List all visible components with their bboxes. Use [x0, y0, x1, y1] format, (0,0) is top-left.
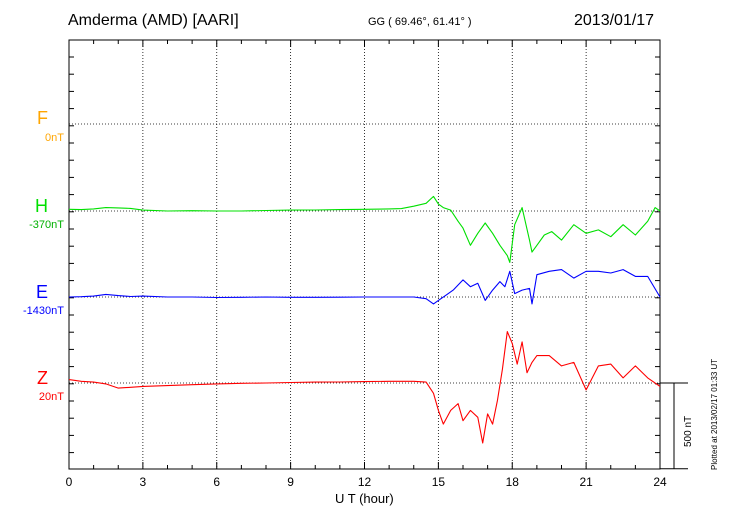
baseline-label-z: 20nT	[38, 391, 64, 403]
x-tick-label-0: 0	[66, 475, 73, 489]
component-label-h: H	[35, 196, 48, 216]
series-line-e	[68, 269, 661, 305]
plot-date: 2013/01/17	[574, 12, 655, 29]
x-axis-ticks: 0 3 6 9 12 15 18 21 24	[66, 40, 667, 489]
component-label-f: F	[37, 108, 48, 128]
baseline-label-f: 0nT	[45, 132, 64, 144]
plot-border	[68, 39, 661, 470]
scale-bar-label: 500 nT	[683, 415, 694, 447]
plot-frame	[68, 39, 661, 470]
baseline-label-e: -1430nT	[23, 305, 64, 317]
x-tick-label-18: 18	[506, 475, 520, 489]
x-tick-label-15: 15	[432, 475, 446, 489]
x-tick-label-3: 3	[140, 475, 147, 489]
series-line-z	[68, 331, 661, 444]
geographic-coords: GG ( 69.46°, 61.41° )	[368, 16, 472, 28]
x-tick-label-6: 6	[213, 475, 220, 489]
series-lines	[68, 195, 661, 444]
component-label-z: Z	[37, 368, 48, 388]
plotted-timestamp: Plotted at 2013/02/17 01:33 UT	[710, 358, 719, 470]
series-line-h	[68, 195, 661, 263]
x-tick-label-21: 21	[579, 475, 593, 489]
baseline-label-h: -370nT	[29, 219, 64, 231]
x-tick-label-9: 9	[287, 475, 294, 489]
station-title: Amderma (AMD) [AARI]	[68, 12, 239, 29]
x-axis-label: U T (hour)	[335, 491, 394, 506]
x-tick-label-12: 12	[358, 475, 372, 489]
grid-lines	[69, 40, 660, 469]
scale-bar	[660, 382, 688, 470]
component-label-e: E	[35, 282, 48, 302]
x-tick-label-24: 24	[653, 475, 667, 489]
